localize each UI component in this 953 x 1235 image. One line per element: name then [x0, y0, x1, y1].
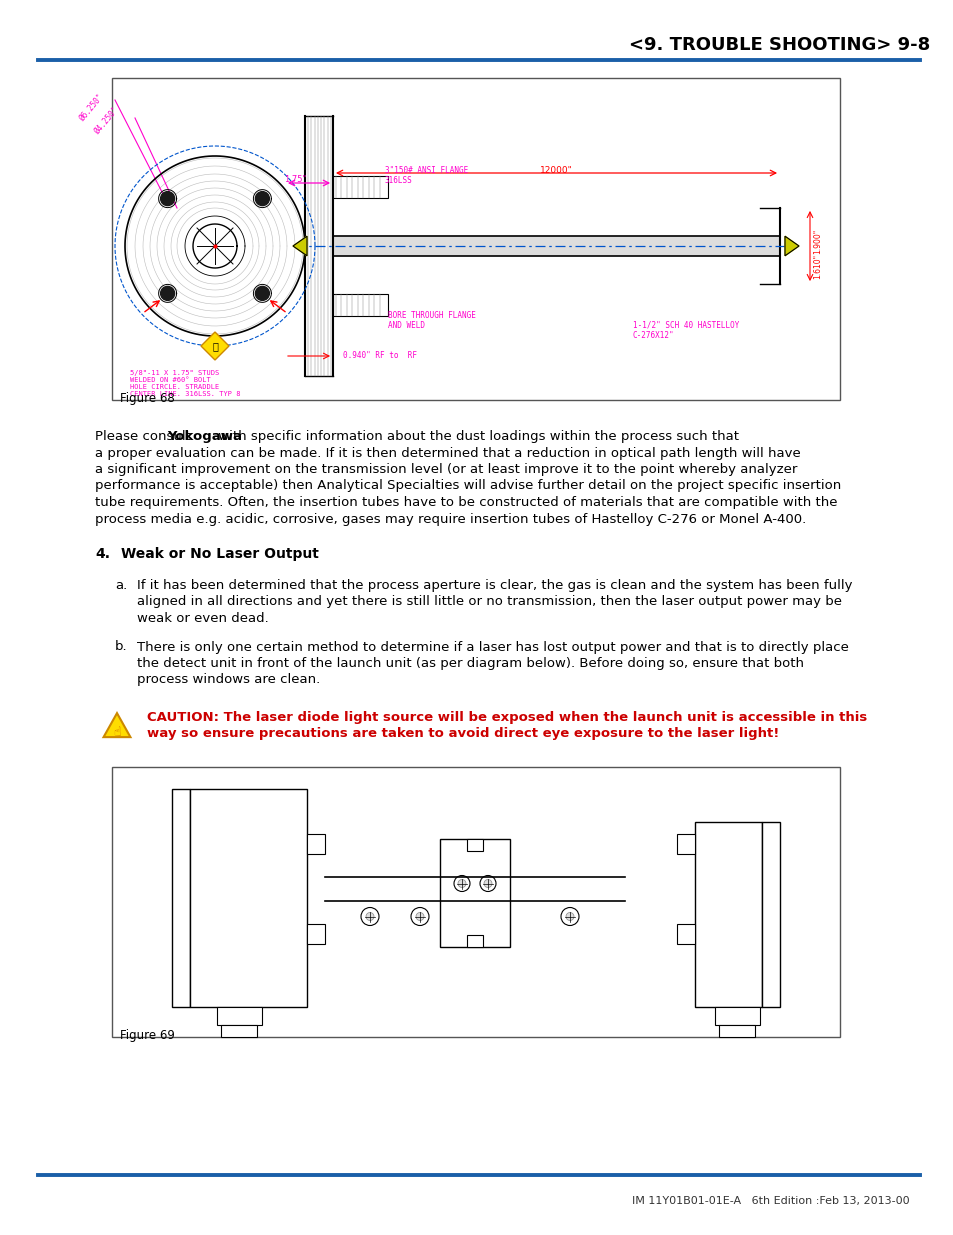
Text: weak or even dead.: weak or even dead. [137, 613, 269, 625]
Circle shape [416, 913, 423, 920]
Bar [439, 839, 510, 946]
Polygon shape [201, 332, 229, 359]
Text: 1.75": 1.75" [284, 175, 306, 184]
Text: Figure 69: Figure 69 [120, 1029, 174, 1042]
Bar [333, 236, 780, 256]
Text: a proper evaluation can be made. If it is then determined that a reduction in op: a proper evaluation can be made. If it i… [95, 447, 800, 459]
Text: If it has been determined that the process aperture is clear, the gas is clean a: If it has been determined that the proce… [137, 579, 852, 592]
Text: 1.610": 1.610" [812, 253, 821, 279]
Circle shape [457, 879, 465, 888]
Text: performance is acceptable) then Analytical Specialties will advise further detai: performance is acceptable) then Analytic… [95, 479, 841, 493]
Bar [221, 1025, 256, 1037]
Bar [307, 834, 325, 853]
Circle shape [360, 908, 378, 925]
Bar [761, 823, 780, 1007]
Text: a significant improvement on the transmission level (or at least improve it to t: a significant improvement on the transmi… [95, 463, 797, 475]
Text: 0.940" RF to  RF: 0.940" RF to RF [343, 351, 416, 359]
Circle shape [565, 913, 574, 920]
Text: 1.900": 1.900" [812, 228, 821, 253]
Circle shape [454, 876, 470, 892]
Text: 1-1/2" SCH 40 HASTELLOY
C-276X12": 1-1/2" SCH 40 HASTELLOY C-276X12" [633, 321, 739, 341]
Polygon shape [293, 236, 307, 256]
Text: the detect unit in front of the launch unit (as per diagram below). Before doing: the detect unit in front of the launch u… [137, 657, 803, 671]
Circle shape [255, 191, 269, 205]
Bar [333, 294, 388, 316]
Text: CAUTION: The laser diode light source will be exposed when the launch unit is ac: CAUTION: The laser diode light source wi… [147, 711, 866, 724]
Text: process windows are clean.: process windows are clean. [137, 673, 320, 687]
Text: aligned in all directions and yet there is still little or no transmission, then: aligned in all directions and yet there … [137, 595, 841, 609]
Bar [190, 789, 307, 1007]
Text: 4.: 4. [95, 547, 110, 561]
Circle shape [483, 879, 492, 888]
Text: ✋: ✋ [212, 341, 217, 351]
Bar [333, 177, 388, 198]
Text: way so ensure precautions are taken to avoid direct eye exposure to the laser li: way so ensure precautions are taken to a… [147, 727, 779, 741]
Text: Figure 68: Figure 68 [120, 391, 174, 405]
Circle shape [255, 287, 269, 300]
Polygon shape [104, 713, 131, 737]
Text: Ø6.250": Ø6.250" [77, 93, 105, 124]
Polygon shape [784, 236, 799, 256]
Bar [677, 924, 695, 944]
Text: There is only one certain method to determine if a laser has lost output power a: There is only one certain method to dete… [137, 641, 848, 653]
Bar [307, 924, 325, 944]
Bar [112, 767, 840, 1037]
Text: b.: b. [115, 641, 128, 653]
Bar [695, 823, 761, 1007]
Text: tube requirements. Often, the insertion tubes have to be constructed of material: tube requirements. Often, the insertion … [95, 496, 837, 509]
Bar [677, 834, 695, 853]
Text: 12000": 12000" [539, 165, 572, 175]
Circle shape [411, 908, 429, 925]
Text: IM 11Y01B01-01E-A   6th Edition :Feb 13, 2013-00: IM 11Y01B01-01E-A 6th Edition :Feb 13, 2… [632, 1195, 909, 1207]
Text: Ø4.250": Ø4.250" [92, 106, 120, 137]
Bar [467, 935, 482, 946]
Circle shape [560, 908, 578, 925]
Text: BORE THROUGH FLANGE
AND WELD: BORE THROUGH FLANGE AND WELD [388, 311, 476, 331]
Circle shape [366, 913, 374, 920]
Bar [467, 839, 482, 851]
Bar [172, 789, 190, 1007]
Text: 5/8"-11 X 1.75" STUDS
WELDED ON #60° BOLT
HOLE CIRCLE. STRADDLE
CENTER LINE. 316: 5/8"-11 X 1.75" STUDS WELDED ON #60° BOL… [130, 370, 240, 396]
Text: ☝: ☝ [113, 725, 121, 739]
Text: process media e.g. acidic, corrosive, gases may require insertion tubes of Haste: process media e.g. acidic, corrosive, ga… [95, 513, 805, 526]
Text: 3"150# ANSI FLANGE
316LSS: 3"150# ANSI FLANGE 316LSS [385, 165, 468, 185]
Bar [112, 78, 840, 400]
Bar [216, 1007, 262, 1025]
Text: with specific information about the dust loadings within the process such that: with specific information about the dust… [213, 430, 738, 443]
Text: <9. TROUBLE SHOOTING> 9-8: <9. TROUBLE SHOOTING> 9-8 [628, 36, 929, 54]
Circle shape [479, 876, 496, 892]
Bar [719, 1025, 754, 1037]
Text: Please consult: Please consult [95, 430, 195, 443]
Text: a.: a. [115, 579, 127, 592]
Bar [714, 1007, 760, 1025]
Circle shape [160, 191, 174, 205]
Circle shape [160, 287, 174, 300]
Text: Yokogawa: Yokogawa [167, 430, 242, 443]
Text: Weak or No Laser Output: Weak or No Laser Output [121, 547, 318, 561]
